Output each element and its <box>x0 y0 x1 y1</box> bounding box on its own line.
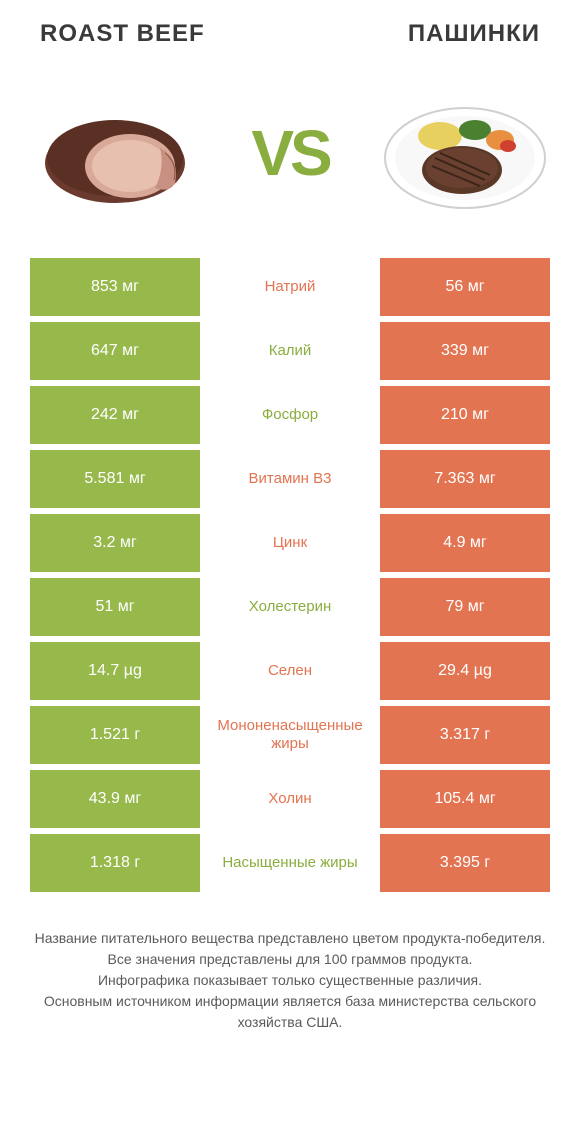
nutrient-row: 853 мгНатрий56 мг <box>30 258 550 316</box>
nutrient-name: Холестерин <box>200 578 380 636</box>
nutrient-name: Мононенасыщенные жиры <box>200 706 380 764</box>
nutrient-row: 14.7 µgСелен29.4 µg <box>30 642 550 700</box>
nutrient-row: 3.2 мгЦинк4.9 мг <box>30 514 550 572</box>
value-right: 3.317 г <box>380 706 550 764</box>
steak-plate-image <box>380 88 550 218</box>
value-right: 56 мг <box>380 258 550 316</box>
title-right: ПАШИНКИ <box>408 20 540 48</box>
value-left: 1.521 г <box>30 706 200 764</box>
nutrient-row: 1.318 гНасыщенные жиры3.395 г <box>30 834 550 892</box>
images-row: VS <box>0 58 580 258</box>
nutrient-row: 647 мгКалий339 мг <box>30 322 550 380</box>
nutrient-name: Витамин B3 <box>200 450 380 508</box>
roast-beef-image <box>30 88 200 218</box>
nutrient-row: 1.521 гМононенасыщенные жиры3.317 г <box>30 706 550 764</box>
nutrient-row: 5.581 мгВитамин B37.363 мг <box>30 450 550 508</box>
value-right: 29.4 µg <box>380 642 550 700</box>
value-left: 51 мг <box>30 578 200 636</box>
value-left: 14.7 µg <box>30 642 200 700</box>
value-left: 5.581 мг <box>30 450 200 508</box>
value-right: 105.4 мг <box>380 770 550 828</box>
value-right: 339 мг <box>380 322 550 380</box>
value-right: 7.363 мг <box>380 450 550 508</box>
nutrient-name: Калий <box>200 322 380 380</box>
footer-note: Название питательного вещества представл… <box>0 898 580 1033</box>
value-right: 79 мг <box>380 578 550 636</box>
nutrient-name: Цинк <box>200 514 380 572</box>
value-right: 3.395 г <box>380 834 550 892</box>
nutrient-name: Насыщенные жиры <box>200 834 380 892</box>
value-right: 4.9 мг <box>380 514 550 572</box>
value-left: 43.9 мг <box>30 770 200 828</box>
value-left: 242 мг <box>30 386 200 444</box>
nutrient-table: 853 мгНатрий56 мг 647 мгКалий339 мг 242 мг… <box>0 258 580 892</box>
header: ROAST BEEF ПАШИНКИ <box>0 0 580 58</box>
nutrient-row: 242 мгФосфор210 мг <box>30 386 550 444</box>
value-left: 1.318 г <box>30 834 200 892</box>
nutrient-name: Фосфор <box>200 386 380 444</box>
nutrient-name: Холин <box>200 770 380 828</box>
value-right: 210 мг <box>380 386 550 444</box>
value-left: 647 мг <box>30 322 200 380</box>
title-left: ROAST BEEF <box>40 20 205 48</box>
nutrient-name: Натрий <box>200 258 380 316</box>
nutrient-row: 43.9 мгХолин105.4 мг <box>30 770 550 828</box>
vs-label: VS <box>251 116 328 190</box>
nutrient-name: Селен <box>200 642 380 700</box>
nutrient-row: 51 мгХолестерин79 мг <box>30 578 550 636</box>
value-left: 853 мг <box>30 258 200 316</box>
value-left: 3.2 мг <box>30 514 200 572</box>
